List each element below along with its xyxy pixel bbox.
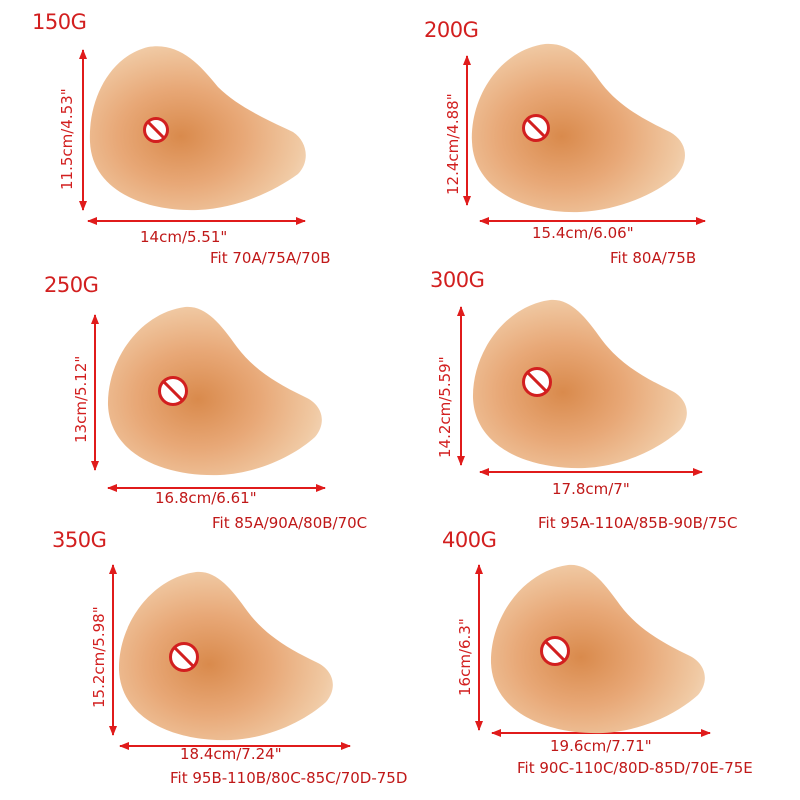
fit-label: Fit 95B-110B/80C-85C/70D-75D bbox=[170, 769, 408, 787]
prosthesis-image bbox=[471, 43, 686, 213]
prohibited-icon bbox=[158, 376, 188, 406]
height-arrow bbox=[109, 564, 351, 750]
prohibited-icon bbox=[522, 114, 550, 142]
product-panel-400g: 400G 16cm/6.3" 19.6cm/7.71" Fit 90C-110C… bbox=[400, 528, 800, 795]
prohibited-icon bbox=[540, 636, 570, 666]
prosthesis-image bbox=[118, 571, 333, 741]
fit-label: Fit 80A/75B bbox=[610, 249, 697, 267]
height-label: 12.4cm/4.88" bbox=[444, 93, 462, 195]
fit-label: Fit 85A/90A/80B/70C bbox=[212, 514, 368, 532]
weight-label: 250G bbox=[44, 273, 99, 297]
width-label: 16.8cm/6.61" bbox=[155, 489, 257, 507]
weight-label: 400G bbox=[442, 528, 497, 552]
width-label: 15.4cm/6.06" bbox=[532, 224, 634, 242]
height-label: 15.2cm/5.98" bbox=[90, 606, 108, 708]
prosthesis-image bbox=[472, 299, 687, 469]
weight-label: 350G bbox=[52, 528, 107, 552]
height-arrow bbox=[91, 314, 326, 492]
height-arrow bbox=[463, 55, 706, 225]
product-panel-200g: 200G 12.4cm/4.88" 15.4cm/6.06" Fit 80A/7… bbox=[400, 0, 800, 267]
width-label: 17.8cm/7" bbox=[552, 480, 630, 498]
fit-label: Fit 90C-110C/80D-85D/70E-75E bbox=[517, 759, 753, 777]
prohibited-icon bbox=[522, 367, 552, 397]
fit-label: Fit 70A/75A/70B bbox=[210, 249, 331, 267]
width-label: 14cm/5.51" bbox=[140, 228, 228, 246]
width-label: 19.6cm/7.71" bbox=[550, 737, 652, 755]
weight-label: 150G bbox=[32, 10, 87, 34]
height-label: 14.2cm/5.59" bbox=[436, 356, 454, 458]
height-arrow bbox=[79, 49, 306, 225]
height-label: 13cm/5.12" bbox=[72, 355, 90, 443]
prosthesis-image bbox=[107, 306, 322, 476]
product-panel-150g: 150G 11.5cm/4.53" 14cm/5.51" Fit 70A/75A… bbox=[0, 0, 400, 267]
prohibited-icon bbox=[143, 117, 169, 143]
height-label: 11.5cm/4.53" bbox=[58, 88, 76, 190]
product-panel-300g: 300G 14.2cm/5.59" 17.8cm/7" Fit 95A-110A… bbox=[400, 265, 800, 532]
height-arrow bbox=[457, 306, 703, 476]
weight-label: 200G bbox=[424, 18, 479, 42]
prosthesis-image bbox=[89, 46, 306, 211]
width-label: 18.4cm/7.24" bbox=[180, 745, 282, 763]
product-panel-250g: 250G 13cm/5.12" 16.8cm/6.61" Fit 85A/90A… bbox=[0, 265, 400, 532]
weight-label: 300G bbox=[430, 268, 485, 292]
fit-label: Fit 95A-110A/85B-90B/75C bbox=[538, 514, 738, 532]
prohibited-icon bbox=[169, 642, 199, 672]
prosthesis-image bbox=[490, 564, 705, 734]
product-panel-350g: 350G 15.2cm/5.98" 18.4cm/7.24" Fit 95B-1… bbox=[0, 528, 407, 795]
height-label: 16cm/6.3" bbox=[456, 618, 474, 696]
